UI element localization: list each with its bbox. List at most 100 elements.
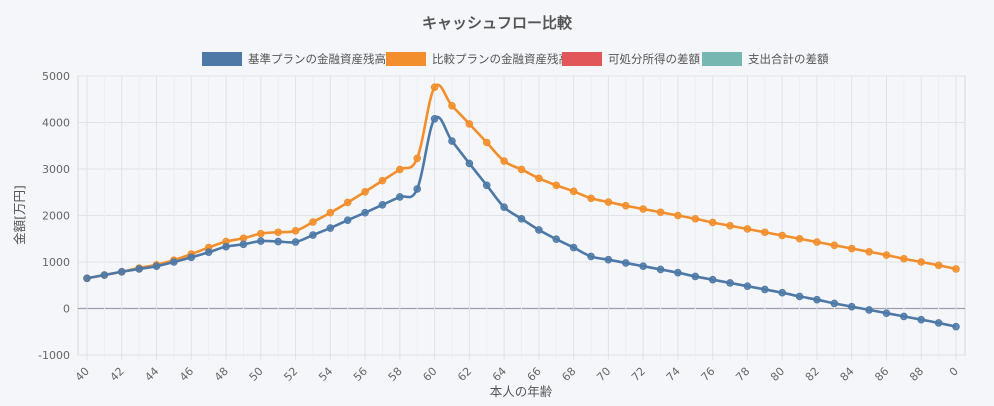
x-tick-label: 42 xyxy=(108,365,127,384)
data-point[interactable] xyxy=(274,228,282,237)
data-point[interactable] xyxy=(100,271,109,279)
data-point[interactable] xyxy=(882,251,891,259)
data-point[interactable] xyxy=(743,225,752,233)
data-point[interactable] xyxy=(117,267,126,276)
data-point[interactable] xyxy=(396,193,404,201)
data-point[interactable] xyxy=(152,262,161,270)
data-point[interactable] xyxy=(430,114,439,123)
data-point[interactable] xyxy=(639,205,647,213)
data-point[interactable] xyxy=(778,231,787,240)
data-point[interactable] xyxy=(587,194,595,203)
legend-item[interactable]: 支出合計の差額 xyxy=(702,52,829,66)
data-point[interactable] xyxy=(482,138,491,147)
data-point[interactable] xyxy=(361,187,369,196)
data-point[interactable] xyxy=(830,241,839,250)
data-point[interactable] xyxy=(952,265,960,273)
data-point[interactable] xyxy=(917,258,926,266)
data-point[interactable] xyxy=(274,237,282,246)
data-point[interactable] xyxy=(865,247,873,256)
data-point[interactable] xyxy=(882,309,891,317)
data-point[interactable] xyxy=(934,261,943,270)
data-point[interactable] xyxy=(621,259,630,267)
data-point[interactable] xyxy=(448,137,456,145)
data-point[interactable] xyxy=(656,265,665,274)
data-point[interactable] xyxy=(900,254,908,263)
data-point[interactable] xyxy=(204,248,213,257)
data-point[interactable] xyxy=(535,174,543,183)
data-point[interactable] xyxy=(413,185,422,193)
data-point[interactable] xyxy=(552,235,561,244)
data-point[interactable] xyxy=(535,226,543,234)
data-point[interactable] xyxy=(500,157,508,165)
data-point[interactable] xyxy=(726,221,734,230)
data-point[interactable] xyxy=(291,227,300,235)
data-point[interactable] xyxy=(900,312,908,321)
data-point[interactable] xyxy=(517,165,526,174)
data-point[interactable] xyxy=(778,288,787,297)
data-point[interactable] xyxy=(430,83,439,91)
data-point[interactable] xyxy=(326,208,335,217)
data-point[interactable] xyxy=(465,159,474,168)
data-point[interactable] xyxy=(795,292,804,301)
data-point[interactable] xyxy=(813,295,821,304)
data-point[interactable] xyxy=(830,299,839,308)
data-point[interactable] xyxy=(482,181,491,190)
legend-item[interactable]: 比較プランの金融資産残高 xyxy=(386,52,570,66)
data-point[interactable] xyxy=(552,181,561,190)
data-point[interactable] xyxy=(621,201,630,210)
data-point[interactable] xyxy=(674,211,682,220)
data-point[interactable] xyxy=(378,176,387,185)
data-point[interactable] xyxy=(326,224,335,232)
data-point[interactable] xyxy=(726,279,734,287)
data-point[interactable] xyxy=(309,218,317,226)
legend-swatch xyxy=(386,52,426,66)
data-point[interactable] xyxy=(257,237,265,245)
data-point[interactable] xyxy=(222,242,230,251)
data-point[interactable] xyxy=(691,272,700,281)
data-point[interactable] xyxy=(291,238,300,246)
data-point[interactable] xyxy=(865,306,873,314)
data-point[interactable] xyxy=(761,285,769,294)
data-point[interactable] xyxy=(656,208,665,217)
data-point[interactable] xyxy=(257,229,265,238)
data-point[interactable] xyxy=(361,208,369,217)
data-point[interactable] xyxy=(761,228,769,237)
data-point[interactable] xyxy=(604,255,613,264)
data-point[interactable] xyxy=(413,154,422,163)
data-point[interactable] xyxy=(795,234,804,243)
data-point[interactable] xyxy=(639,262,647,270)
data-point[interactable] xyxy=(917,315,926,324)
data-point[interactable] xyxy=(691,214,700,223)
data-point[interactable] xyxy=(517,214,526,223)
data-point[interactable] xyxy=(343,216,352,224)
data-point[interactable] xyxy=(934,319,943,327)
data-point[interactable] xyxy=(569,243,578,252)
data-point[interactable] xyxy=(847,244,856,253)
data-point[interactable] xyxy=(708,275,717,284)
data-point[interactable] xyxy=(813,238,821,246)
legend-item[interactable]: 可処分所得の差額 xyxy=(562,52,700,66)
data-point[interactable] xyxy=(309,231,317,239)
data-point[interactable] xyxy=(343,198,352,207)
data-point[interactable] xyxy=(604,198,613,206)
data-point[interactable] xyxy=(187,253,196,262)
data-point[interactable] xyxy=(239,240,248,249)
data-point[interactable] xyxy=(674,268,682,277)
data-point[interactable] xyxy=(465,120,474,128)
legend-item[interactable]: 基準プランの金融資産残高 xyxy=(202,52,386,66)
data-point[interactable] xyxy=(170,258,178,266)
data-point[interactable] xyxy=(587,252,595,261)
data-point[interactable] xyxy=(743,282,752,290)
data-point[interactable] xyxy=(569,187,578,196)
legend[interactable]: 基準プランの金融資産残高 比較プランの金融資産残高 可処分所得の差額 支出合計の差額 xyxy=(202,52,829,66)
data-point[interactable] xyxy=(500,203,508,211)
data-point[interactable] xyxy=(952,322,960,331)
data-point[interactable] xyxy=(135,265,143,273)
data-point[interactable] xyxy=(83,274,91,283)
data-point[interactable] xyxy=(847,302,856,311)
x-tick-label: 88 xyxy=(907,365,926,384)
data-point[interactable] xyxy=(708,218,717,227)
data-point[interactable] xyxy=(448,101,456,110)
data-point[interactable] xyxy=(396,165,404,174)
data-point[interactable] xyxy=(378,201,387,209)
